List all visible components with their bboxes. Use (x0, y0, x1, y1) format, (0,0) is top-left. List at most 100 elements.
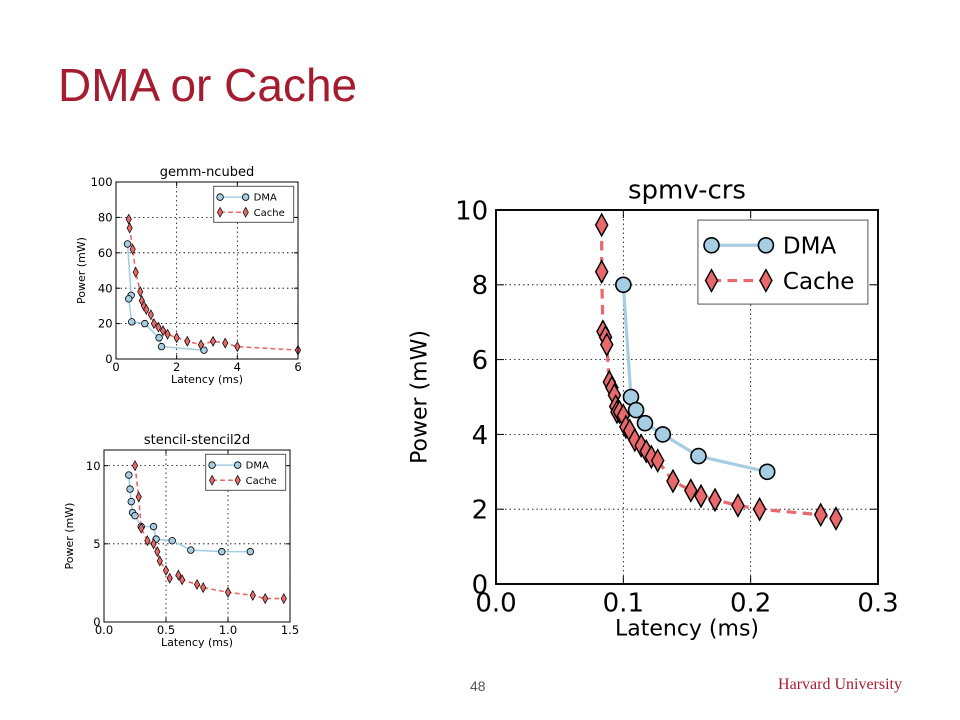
data-point-dma (758, 463, 776, 481)
x-tick-label: 0.1 (603, 588, 644, 618)
data-point-cache (159, 325, 167, 337)
data-point-dma (690, 447, 707, 465)
data-point-cache (280, 593, 287, 605)
y-tick-label: 0 (105, 352, 112, 366)
legend-label-cache: Cache (783, 269, 855, 295)
legend-marker-cache (704, 268, 719, 293)
data-point-cache (126, 222, 133, 234)
legend-marker-cache (217, 206, 224, 218)
data-point-cache (173, 332, 180, 344)
data-point-cache (829, 506, 843, 531)
chart-title: stencil-stencil2d (144, 433, 250, 448)
x-tick-label: 6 (294, 360, 301, 374)
legend-marker-dma (703, 236, 720, 254)
legend-marker-dma (208, 461, 216, 469)
x-tick-label: 4 (234, 360, 241, 374)
legend-marker-cache (209, 474, 216, 486)
chart-title: gemm-ncubed (160, 165, 254, 180)
data-point-cache (708, 487, 722, 513)
data-point-cache (224, 586, 232, 598)
data-point-cache (164, 328, 171, 340)
data-point-cache (162, 564, 170, 576)
data-point-dma (128, 318, 136, 326)
data-point-cache (150, 538, 157, 550)
chart-stencil-stencil2d: 0.0 0.5 1.0 1.5 0 5 10 stencil-stencil2d Latency… (63, 433, 299, 649)
data-point-cache (184, 335, 191, 347)
legend-box (697, 219, 869, 305)
data-point-cache (166, 572, 173, 584)
legend-marker-dma (757, 236, 775, 254)
y-tick-label: 100 (91, 175, 113, 189)
y-axis-label: Power (mW) (63, 503, 76, 570)
data-point-dma (141, 319, 149, 328)
data-point-cache (249, 589, 256, 601)
x-tick-label: 0 (112, 360, 119, 374)
legend-label-dma: DMA (254, 193, 277, 204)
legend-marker-dma (241, 193, 250, 201)
data-point-dma (218, 547, 226, 556)
plot-frame (115, 181, 299, 360)
data-point-cache (125, 213, 132, 225)
data-point-dma (155, 334, 163, 342)
data-point-cache (175, 569, 182, 581)
data-point-cache (137, 286, 144, 298)
data-point-dma (187, 546, 195, 554)
data-point-cache (197, 339, 204, 351)
data-point-cache (234, 341, 241, 353)
data-point-dma (157, 342, 166, 351)
data-point-dma (246, 547, 255, 556)
slide-title: DMA or Cache (58, 59, 358, 111)
data-point-cache (138, 522, 145, 534)
data-point-cache (594, 212, 609, 238)
data-point-dma (168, 536, 176, 545)
x-tick-label: 0.2 (730, 588, 771, 618)
data-point-cache (650, 448, 665, 473)
chart-title: spmv-crs (628, 175, 746, 205)
data-point-cache (694, 483, 708, 509)
x-tick-label: 0.3 (857, 588, 898, 618)
y-axis-label: Power (mW) (408, 330, 433, 464)
legend-marker-cache (234, 474, 241, 486)
data-point-cache (262, 593, 269, 605)
data-point-cache (150, 318, 157, 330)
legend-label-dma: DMA (783, 234, 837, 260)
y-tick-label: 20 (98, 317, 113, 331)
data-point-cache (599, 332, 614, 358)
x-tick-label: 0.0 (475, 588, 516, 618)
data-point-cache (666, 468, 680, 494)
legend-box (205, 453, 287, 491)
data-point-dma (131, 511, 139, 520)
data-point-cache (155, 321, 162, 333)
data-point-cache (129, 243, 136, 255)
y-tick-label: 10 (86, 459, 101, 473)
data-point-cache (135, 491, 142, 503)
data-point-dma (123, 240, 132, 248)
footer-brand: Harvard University (778, 676, 902, 693)
y-tick-label: 4 (472, 421, 489, 451)
data-point-cache (143, 303, 150, 315)
x-tick-label: 2 (173, 360, 180, 374)
y-tick-label: 8 (472, 271, 489, 301)
y-tick-label: 5 (93, 537, 100, 551)
y-tick-label: 0 (472, 570, 489, 600)
legend-marker-dma (216, 193, 224, 201)
data-point-dma (627, 401, 645, 419)
data-point-cache (210, 335, 217, 347)
y-tick-label: 80 (98, 211, 113, 225)
y-tick-label: 0 (93, 615, 100, 629)
data-point-cache (752, 496, 767, 522)
data-point-dma (149, 522, 158, 531)
data-point-cache (731, 493, 745, 518)
data-point-dma (125, 295, 133, 303)
data-point-cache (144, 535, 151, 547)
data-point-cache (193, 578, 201, 591)
y-tick-label: 10 (455, 196, 488, 226)
data-point-cache (222, 337, 229, 349)
data-point-dma (127, 497, 135, 506)
legend-box (213, 185, 295, 223)
data-point-cache (154, 546, 161, 558)
data-point-dma (126, 485, 134, 493)
data-point-cache (813, 502, 828, 528)
data-point-dma (636, 414, 654, 432)
